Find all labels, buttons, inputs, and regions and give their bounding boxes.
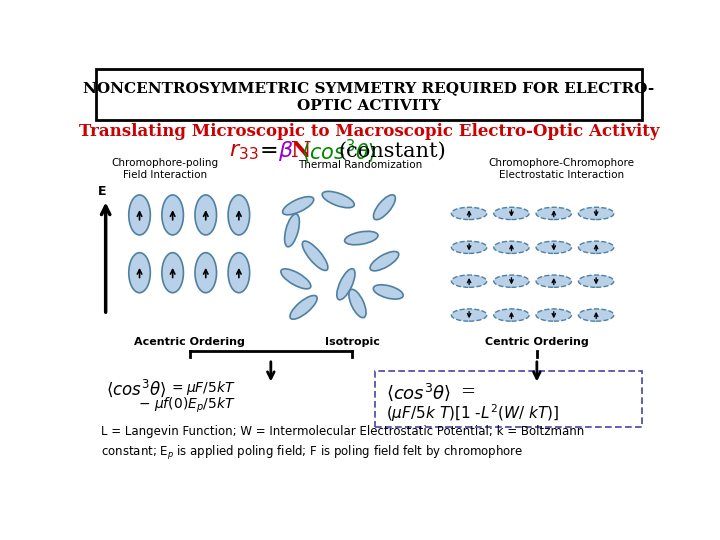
Ellipse shape [494,207,529,220]
Text: $\langle cos^3\theta \rangle$: $\langle cos^3\theta \rangle$ [386,381,451,403]
Ellipse shape [370,252,399,271]
Text: Chromophore-poling
Field Interaction: Chromophore-poling Field Interaction [112,158,218,180]
Ellipse shape [451,275,487,287]
Text: Translating Microscopic to Macroscopic Electro-Optic Activity: Translating Microscopic to Macroscopic E… [78,123,660,139]
Text: (constant): (constant) [338,141,446,160]
Text: OPTIC ACTIVITY: OPTIC ACTIVITY [297,99,441,113]
Ellipse shape [281,269,311,289]
Ellipse shape [374,195,395,220]
Text: Isotropic: Isotropic [325,337,379,347]
FancyBboxPatch shape [96,70,642,120]
Text: L = Langevin Function; W = Intermolecular Electrostatic Potential; k = Boltzmann: L = Langevin Function; W = Intermolecula… [101,425,585,462]
Text: E: E [99,185,107,198]
Text: N: N [291,140,312,162]
Ellipse shape [349,289,366,318]
Text: $r_{33}$: $r_{33}$ [230,140,259,162]
Ellipse shape [129,253,150,293]
Ellipse shape [129,195,150,235]
Ellipse shape [322,191,354,208]
Ellipse shape [578,241,614,253]
Ellipse shape [578,275,614,287]
Ellipse shape [195,195,217,235]
Ellipse shape [345,231,378,245]
Ellipse shape [228,195,250,235]
Ellipse shape [536,207,572,220]
Ellipse shape [494,241,529,253]
Ellipse shape [290,295,317,319]
Ellipse shape [536,275,572,287]
Text: $-\ \mu f(0)E_p/5kT$: $-\ \mu f(0)E_p/5kT$ [138,395,235,415]
Text: Centric Ordering: Centric Ordering [485,337,589,347]
Text: =: = [260,140,278,162]
Ellipse shape [494,309,529,321]
Ellipse shape [162,195,184,235]
Ellipse shape [284,214,300,247]
Ellipse shape [451,309,487,321]
Text: Acentric Ordering: Acentric Ordering [134,337,245,347]
Ellipse shape [302,241,328,271]
Text: NONCENTROSYMMETRIC SYMMETRY REQUIRED FOR ELECTRO-: NONCENTROSYMMETRIC SYMMETRY REQUIRED FOR… [84,81,654,95]
Ellipse shape [451,241,487,253]
Ellipse shape [494,275,529,287]
Ellipse shape [373,285,403,299]
Text: Thermal Randomization: Thermal Randomization [297,160,422,170]
Ellipse shape [536,309,572,321]
Ellipse shape [578,309,614,321]
Text: $\langle cos^3\theta \rangle$: $\langle cos^3\theta \rangle$ [106,377,166,399]
Ellipse shape [195,253,217,293]
Text: =: = [460,383,475,401]
Text: $\beta$: $\beta$ [278,139,294,163]
Ellipse shape [578,207,614,220]
Text: Chromophore-Chromophore
Electrostatic Interaction: Chromophore-Chromophore Electrostatic In… [488,158,634,180]
Text: $(\mu F/5k\ T)[1\ \text{-}L^2(W/\ kT)]$: $(\mu F/5k\ T)[1\ \text{-}L^2(W/\ kT)]$ [386,402,559,424]
Ellipse shape [451,207,487,220]
Ellipse shape [536,241,572,253]
Ellipse shape [162,253,184,293]
Ellipse shape [337,269,355,300]
Ellipse shape [282,197,314,215]
Ellipse shape [228,253,250,293]
Text: $=\mu F/5kT$: $=\mu F/5kT$ [168,379,235,397]
FancyBboxPatch shape [375,372,642,427]
Text: $\langle cos^3\theta \rangle$: $\langle cos^3\theta \rangle$ [301,137,376,165]
